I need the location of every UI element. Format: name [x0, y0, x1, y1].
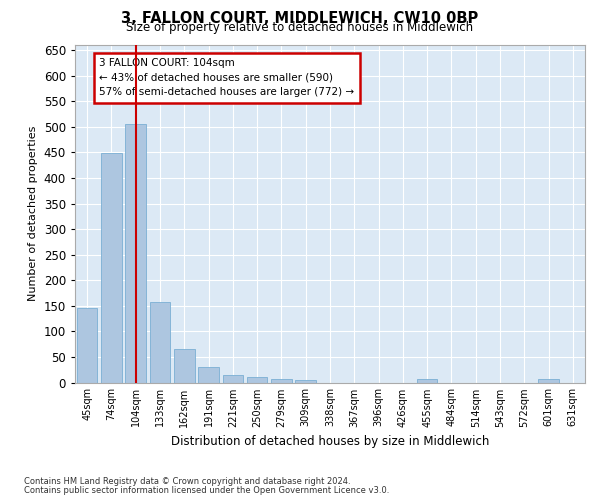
Bar: [174, 349, 194, 382]
Text: 3, FALLON COURT, MIDDLEWICH, CW10 0BP: 3, FALLON COURT, MIDDLEWICH, CW10 0BP: [121, 11, 479, 26]
Bar: [247, 378, 268, 382]
Bar: [223, 376, 243, 382]
Bar: [198, 367, 219, 382]
Text: Size of property relative to detached houses in Middlewich: Size of property relative to detached ho…: [127, 22, 473, 35]
X-axis label: Distribution of detached houses by size in Middlewich: Distribution of detached houses by size …: [171, 435, 489, 448]
Bar: [417, 380, 437, 382]
Text: 3 FALLON COURT: 104sqm
← 43% of detached houses are smaller (590)
57% of semi-de: 3 FALLON COURT: 104sqm ← 43% of detached…: [99, 58, 355, 98]
Y-axis label: Number of detached properties: Number of detached properties: [28, 126, 38, 302]
Text: Contains public sector information licensed under the Open Government Licence v3: Contains public sector information licen…: [24, 486, 389, 495]
Bar: [538, 380, 559, 382]
Bar: [271, 379, 292, 382]
Text: Contains HM Land Registry data © Crown copyright and database right 2024.: Contains HM Land Registry data © Crown c…: [24, 477, 350, 486]
Bar: [295, 380, 316, 382]
Bar: [149, 302, 170, 382]
Bar: [77, 308, 97, 382]
Bar: [125, 124, 146, 382]
Bar: [101, 154, 122, 382]
